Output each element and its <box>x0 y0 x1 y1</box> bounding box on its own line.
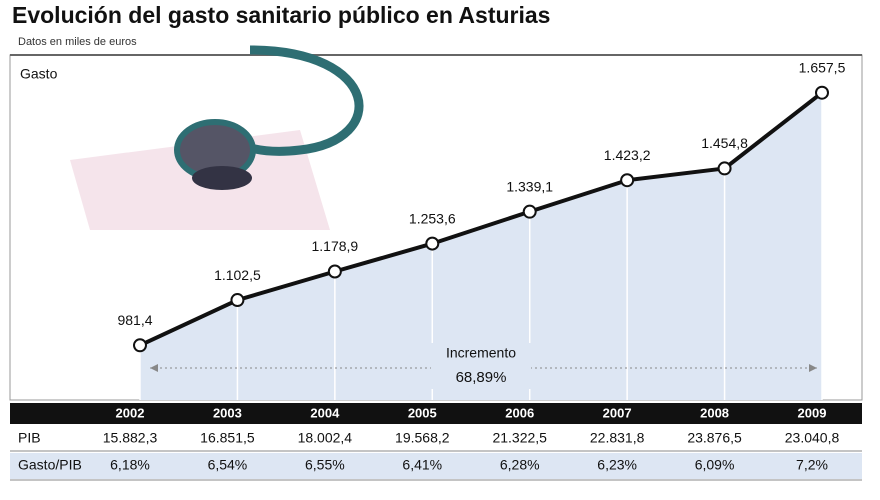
table-cell: 6,41% <box>402 457 442 473</box>
table-row-bg <box>10 453 862 479</box>
table-cell: 22.831,8 <box>590 430 645 446</box>
x-tick-label: 2009 <box>798 405 827 420</box>
x-tick-label: 2007 <box>603 405 632 420</box>
x-tick-label: 2003 <box>213 405 242 420</box>
point <box>425 236 440 251</box>
value-label: 1.423,2 <box>604 147 651 163</box>
table-cell: 23.040,8 <box>785 430 840 446</box>
value-label: 1.253,6 <box>409 210 456 226</box>
table-cell: 6,18% <box>110 457 150 473</box>
annotation-bg <box>431 343 531 389</box>
x-tick-label: 2008 <box>700 405 729 420</box>
table-cell: 6,55% <box>305 457 345 473</box>
value-label: 1.454,8 <box>701 135 748 151</box>
chart-subtitle: Datos en miles de euros <box>18 36 137 48</box>
point <box>522 204 537 219</box>
point <box>717 161 732 176</box>
value-label: 981,4 <box>117 312 152 328</box>
area <box>140 92 822 400</box>
x-tick-label: 2006 <box>505 405 534 420</box>
y-axis-label: Gasto <box>20 66 58 82</box>
point <box>620 173 635 188</box>
point <box>815 85 829 100</box>
table-cell: 6,28% <box>500 457 540 473</box>
table-cell: 6,54% <box>208 457 248 473</box>
table-cell: 23.876,5 <box>687 430 742 446</box>
chart-title: Evolución del gasto sanitario público en… <box>12 2 550 28</box>
line <box>139 91 824 348</box>
table-cell: 16.851,5 <box>200 430 255 446</box>
point <box>230 293 245 308</box>
value-label: 1.657,5 <box>799 59 846 75</box>
stethoscope-illustration <box>70 45 364 230</box>
row-label: Gasto/PIB <box>18 457 82 473</box>
point <box>327 264 342 279</box>
value-label: 1.102,5 <box>214 267 261 283</box>
table-cell: 19.568,2 <box>395 430 450 446</box>
annotation-value: 68,89% <box>456 369 507 386</box>
table-cell: 6,09% <box>695 457 735 473</box>
x-tick-label: 2004 <box>310 405 340 420</box>
value-label: 1.339,1 <box>506 178 553 194</box>
table-cell: 21.322,5 <box>492 430 547 446</box>
x-tick-label: 2002 <box>116 405 145 420</box>
value-label: 1.178,9 <box>311 238 358 254</box>
table-cell: 6,23% <box>597 457 637 473</box>
x-tick-label: 2005 <box>408 405 437 420</box>
table-header-bg <box>10 403 862 424</box>
table-cell: 7,2% <box>796 457 828 473</box>
table-cell: 18.002,4 <box>298 430 353 446</box>
table-cell: 15.882,3 <box>103 430 158 446</box>
row-label: PIB <box>18 430 41 446</box>
point <box>133 338 147 353</box>
annotation-label: Incremento <box>446 345 516 361</box>
